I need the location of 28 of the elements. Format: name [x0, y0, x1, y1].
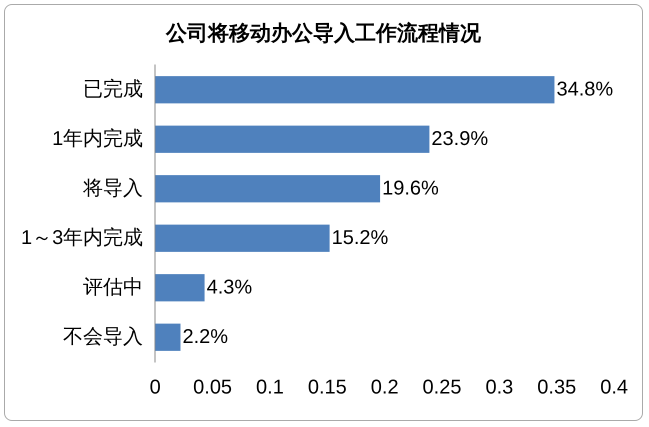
x-tick-label: 0.3 [485, 376, 514, 399]
y-tick-label: 评估中 [83, 276, 144, 298]
bar [155, 175, 380, 202]
chart-title: 公司将移动办公导入工作流程情况 [164, 20, 482, 47]
bar [155, 274, 205, 302]
bar [155, 126, 430, 153]
bar [155, 76, 554, 104]
x-tick-label: 0.1 [256, 376, 284, 399]
data-label: 19.6% [382, 177, 440, 200]
x-tick-label: 0.05 [193, 376, 232, 399]
x-tick-label: 0.2 [370, 376, 399, 399]
y-tick-label: 1年内完成 [52, 126, 144, 150]
bar [155, 224, 330, 252]
x-tick-label: 0.35 [537, 376, 576, 399]
data-label: 34.8% [556, 78, 614, 100]
x-tick-label: 0 [150, 376, 161, 399]
y-tick-label: 将导入 [82, 177, 144, 200]
x-tick-label: 0.15 [308, 376, 347, 399]
y-tick-label: 已完成 [83, 77, 144, 100]
data-label: 4.3% [206, 276, 252, 298]
x-tick-label: 0.4 [600, 376, 628, 399]
y-tick-label: 不会导入 [63, 326, 144, 348]
data-label: 2.2% [182, 326, 228, 348]
bar [155, 324, 180, 351]
data-label: 23.9% [431, 128, 488, 150]
data-label: 15.2% [332, 226, 389, 249]
x-tick-label: 0.25 [422, 376, 462, 399]
y-tick-label: 1～3年内完成 [20, 226, 144, 249]
